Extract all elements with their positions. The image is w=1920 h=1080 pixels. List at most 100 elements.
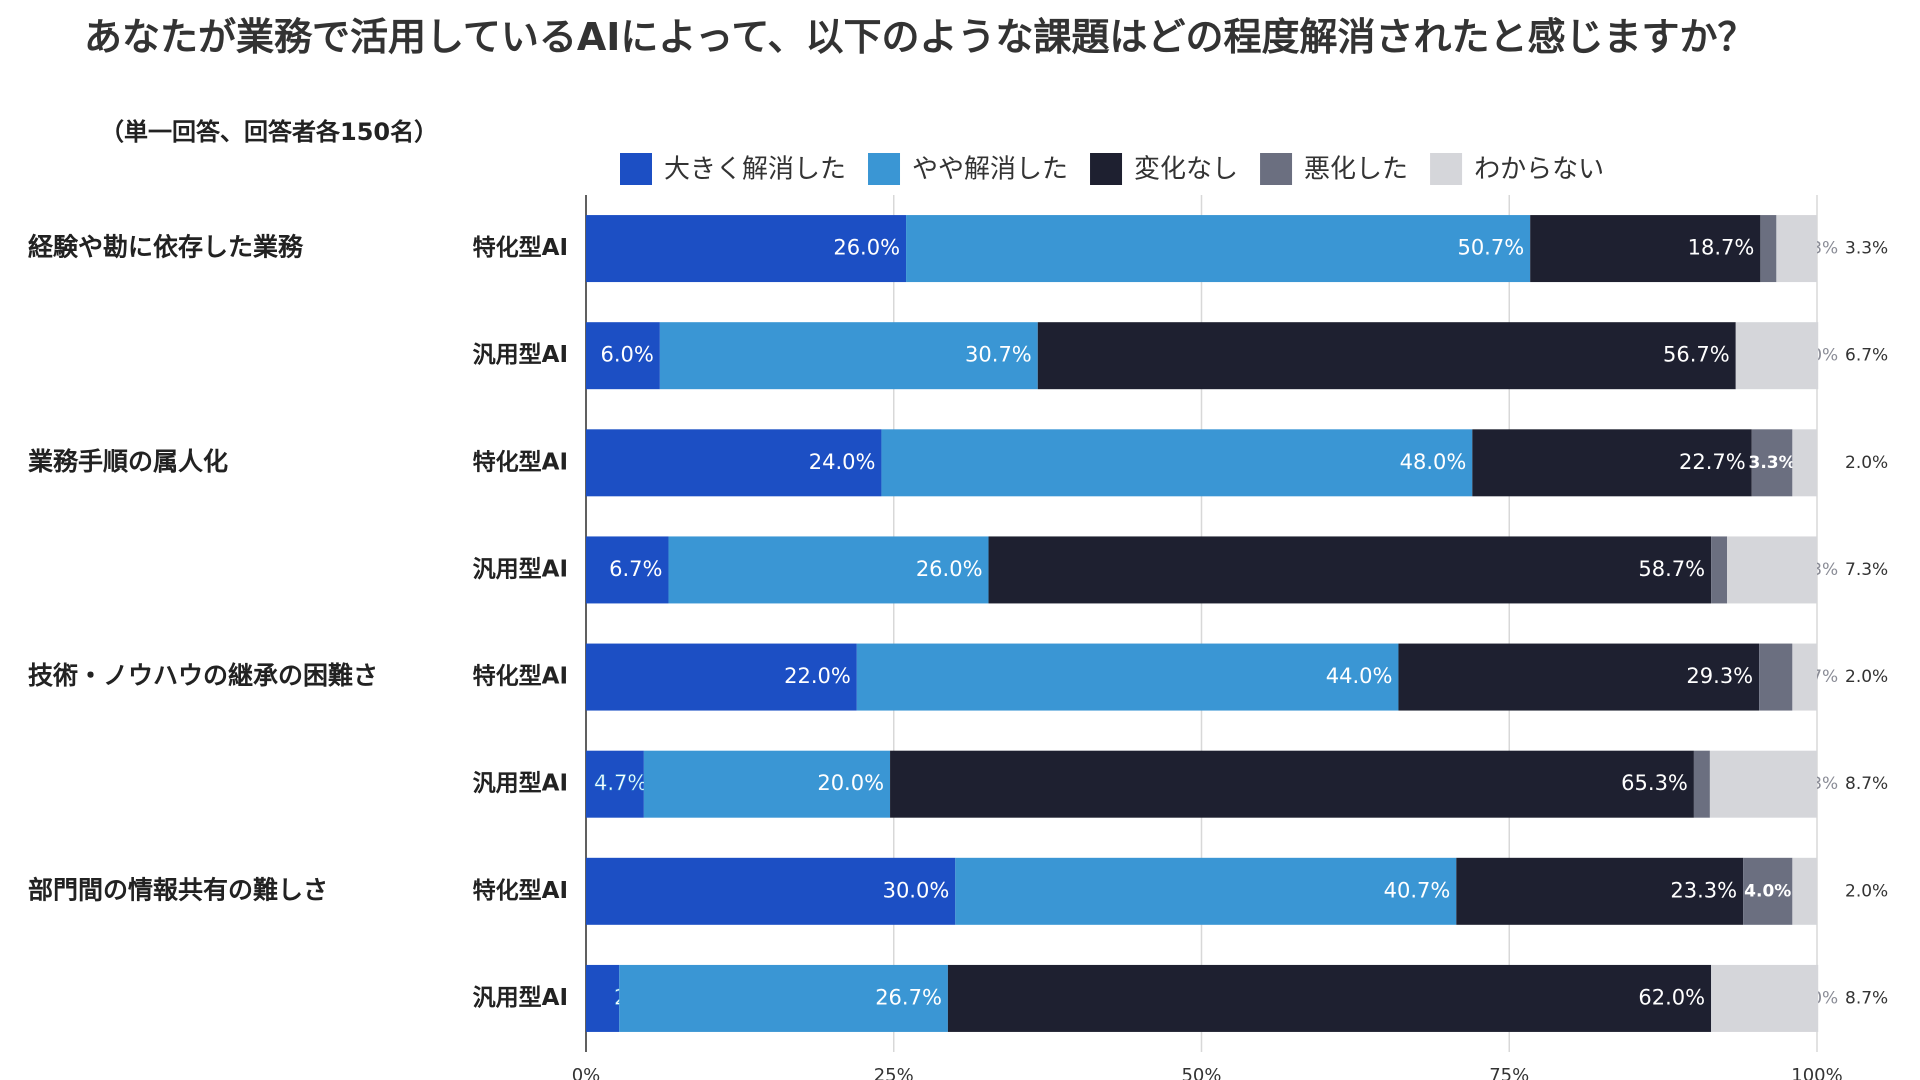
bar-segment — [1792, 429, 1817, 497]
group-label: 業務手順の属人化 — [28, 447, 228, 476]
value-label: 26.0% — [916, 557, 983, 581]
value-label: 22.7% — [1679, 450, 1746, 474]
value-label: 20.0% — [817, 771, 884, 795]
bar-segment — [586, 643, 857, 711]
bar-segment — [668, 536, 989, 604]
value-label: 4.0% — [1744, 881, 1791, 901]
value-label: 4.7% — [594, 771, 647, 795]
category-label: 汎用型AI — [473, 985, 568, 1011]
value-label: 30.0% — [883, 878, 950, 902]
value-label: 26.7% — [875, 985, 942, 1009]
legend-label: 悪化した — [1304, 155, 1408, 185]
value-label: 44.0% — [1326, 664, 1393, 688]
bar-segment — [1727, 536, 1817, 604]
bar-segment — [1398, 643, 1760, 711]
category-label: 汎用型AI — [473, 556, 568, 582]
bar-segment — [586, 857, 956, 925]
x-tick-label: 0% — [572, 1065, 601, 1080]
legend-swatch — [1090, 153, 1123, 185]
value-label: 6.0% — [601, 343, 654, 367]
category-label: 特化型AI — [473, 234, 568, 261]
legend-swatch — [868, 153, 901, 185]
bar-segment — [1456, 857, 1744, 925]
bar-segment — [1711, 536, 1728, 604]
bar-segment — [1711, 964, 1819, 1032]
value-label: 2.0% — [1845, 881, 1888, 901]
legend-swatch — [1260, 153, 1293, 185]
bar-segment — [586, 322, 660, 390]
value-label: 30.7% — [965, 343, 1032, 367]
bar-segment — [1760, 215, 1777, 283]
bar-segment — [1037, 322, 1736, 390]
legend-label: 変化なし — [1134, 155, 1238, 185]
value-label: 29.3% — [1686, 664, 1753, 688]
bar-segment — [586, 750, 644, 818]
bar-segment — [906, 215, 1531, 283]
value-label: 48.0% — [1400, 450, 1467, 474]
value-label: 23.3% — [1670, 878, 1737, 902]
value-label: 22.0% — [784, 664, 851, 688]
group-label: 経験や勘に依存した業務 — [28, 233, 304, 262]
bar-segment — [856, 643, 1399, 711]
legend-swatch — [620, 153, 652, 185]
value-label: 24.0% — [809, 450, 876, 474]
legend-swatch — [1430, 153, 1463, 185]
legend-label: わからない — [1474, 155, 1604, 185]
bar-segment — [1792, 643, 1817, 711]
category-label: 汎用型AI — [473, 342, 568, 368]
x-tick-label: 50% — [1181, 1065, 1221, 1080]
bar-segment — [1530, 215, 1761, 283]
bar-segment — [1776, 215, 1817, 283]
value-label: 58.7% — [1638, 557, 1705, 581]
bar-segment — [955, 857, 1457, 925]
value-label: 6.7% — [609, 557, 662, 581]
value-label: 40.7% — [1384, 878, 1451, 902]
bar-segment — [619, 964, 948, 1032]
value-label: 7.3% — [1845, 560, 1888, 580]
value-label: 50.7% — [1457, 236, 1524, 260]
value-label: 18.7% — [1688, 236, 1755, 260]
value-label: 3.3% — [1845, 239, 1888, 259]
bar-segment — [586, 964, 620, 1032]
value-label: 56.7% — [1663, 343, 1730, 367]
category-label: 特化型AI — [473, 448, 568, 475]
value-label: 65.3% — [1621, 771, 1688, 795]
bar-segment — [1735, 322, 1819, 390]
legend-label: やや解消した — [912, 155, 1068, 185]
value-label: 2.0% — [1845, 453, 1888, 473]
bar-segment — [586, 536, 669, 604]
bar-segment — [586, 429, 882, 497]
value-label: 8.7% — [1845, 774, 1888, 794]
bar-segment — [1743, 857, 1793, 925]
chart-title: あなたが業務で活用しているAIによって、以下のような課題はどの程度解消されたと感… — [84, 15, 1756, 59]
bar-segment — [1792, 857, 1817, 925]
category-label: 汎用型AI — [473, 771, 568, 797]
bar-segment — [890, 750, 1694, 818]
bar-segment — [881, 429, 1473, 497]
value-label: 62.0% — [1638, 985, 1705, 1009]
value-label: 8.7% — [1845, 988, 1888, 1008]
legend-label: 大きく解消した — [664, 155, 846, 185]
value-label: 3.3% — [1748, 453, 1795, 473]
bar-segment — [1751, 429, 1793, 497]
bar-segment — [586, 215, 907, 283]
bar-segment — [1709, 750, 1817, 818]
group-label: 技術・ノウハウの継承の困難さ — [28, 661, 378, 690]
value-label: 26.0% — [833, 236, 900, 260]
bar-segment — [1759, 643, 1793, 711]
bar-segment — [1472, 429, 1752, 497]
value-label: 6.7% — [1845, 346, 1888, 366]
value-label: 2.0% — [1845, 667, 1888, 687]
x-tick-label: 25% — [874, 1065, 914, 1080]
bar-segment — [988, 536, 1712, 604]
group-label: 部門間の情報共有の難しさ — [28, 875, 328, 904]
bar-segment — [643, 750, 891, 818]
bar-segment — [947, 964, 1712, 1032]
bar-segment — [659, 322, 1038, 390]
x-tick-label: 75% — [1489, 1065, 1529, 1080]
category-label: 特化型AI — [473, 663, 568, 690]
category-label: 特化型AI — [473, 877, 568, 904]
x-tick-label: 100% — [1791, 1065, 1842, 1080]
